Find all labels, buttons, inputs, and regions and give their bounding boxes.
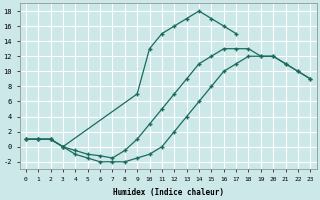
X-axis label: Humidex (Indice chaleur): Humidex (Indice chaleur) bbox=[113, 188, 224, 197]
